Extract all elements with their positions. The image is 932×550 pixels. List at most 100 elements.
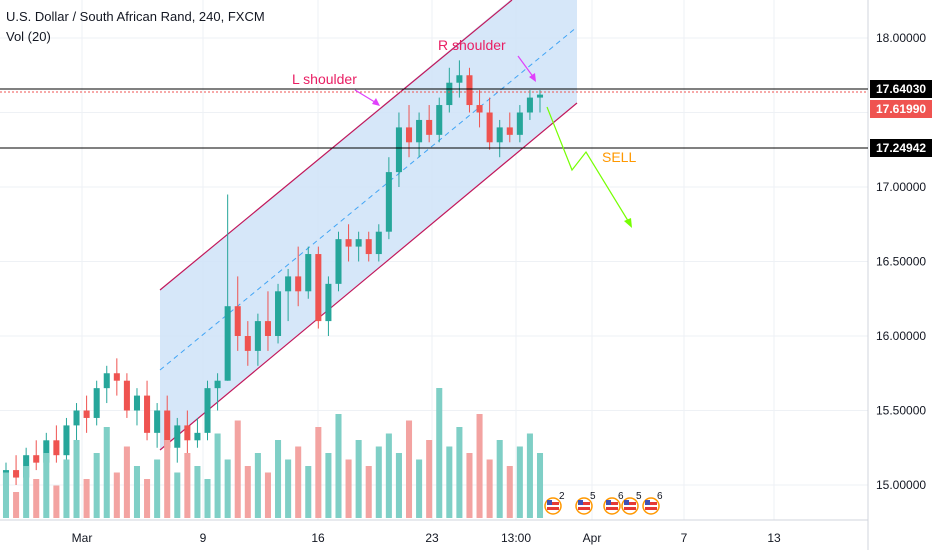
- event-badge-count: 6: [618, 491, 624, 502]
- volume-bar: [63, 459, 70, 518]
- price-label-support: 17.24942: [870, 139, 932, 157]
- flag-stripe: [578, 502, 590, 505]
- volume-bar: [113, 472, 120, 518]
- volume-bar: [295, 446, 302, 518]
- flag-canton: [578, 500, 583, 505]
- candle-body: [506, 127, 513, 135]
- candle-body: [446, 82, 453, 106]
- candle-body: [486, 112, 493, 143]
- r-shoulder-arrow-head: [529, 73, 536, 82]
- candle-body: [33, 455, 40, 463]
- flag-stripe: [645, 502, 657, 505]
- candle-body: [536, 94, 544, 98]
- volume-bar: [83, 479, 90, 518]
- candle-body: [385, 172, 392, 232]
- volume-bar: [123, 446, 130, 518]
- volume-bar: [184, 453, 191, 518]
- volume-bar: [466, 453, 473, 518]
- l-shoulder-label: L shoulder: [292, 71, 357, 87]
- volume-bar: [365, 466, 372, 518]
- volume-bar: [2, 472, 10, 518]
- volume-bar: [264, 472, 271, 518]
- candle-body: [466, 75, 473, 106]
- candle-body: [234, 306, 241, 336]
- volume-bar: [275, 440, 282, 518]
- candle-body: [133, 395, 141, 411]
- volume-bar: [154, 459, 161, 518]
- price-tick-label: 15.00000: [876, 478, 926, 492]
- volume-bar: [33, 479, 40, 518]
- time-tick-label: 7: [681, 531, 688, 545]
- volume-group: [2, 388, 544, 518]
- time-tick-label: 23: [425, 531, 439, 545]
- candle-body: [335, 239, 342, 284]
- volume-bar: [486, 459, 493, 518]
- candle-body: [13, 470, 20, 478]
- price-tick-label: 18.00000: [876, 31, 926, 45]
- candle-body: [63, 425, 70, 456]
- event-badge-count: 6: [657, 491, 663, 502]
- volume-bar: [305, 466, 312, 518]
- candle-body: [305, 254, 312, 292]
- volume-bar: [144, 479, 151, 518]
- event-badge-count: 2: [559, 491, 565, 502]
- flag-canton: [624, 500, 629, 505]
- candle-body: [164, 410, 171, 448]
- volume-bar: [103, 427, 110, 518]
- candle-body: [496, 127, 503, 143]
- price-tick-label: 16.00000: [876, 329, 926, 343]
- candle-body: [315, 254, 322, 322]
- event-badge: 5: [575, 491, 596, 515]
- candle-body: [395, 127, 402, 173]
- candle-body: [174, 425, 181, 448]
- volume-bar: [355, 440, 362, 518]
- r-shoulder-label: R shoulder: [438, 37, 506, 53]
- candle-body: [224, 306, 231, 381]
- volume-bar: [244, 466, 251, 518]
- time-tick-label: 16: [311, 531, 325, 545]
- candle-body: [405, 127, 413, 143]
- event-badge: 6: [603, 491, 624, 515]
- candle-body: [275, 291, 282, 336]
- price-tick-label: 16.50000: [876, 255, 926, 269]
- volume-bar: [345, 459, 352, 518]
- volume-bar: [214, 433, 221, 518]
- candle-body: [375, 231, 382, 255]
- price-tick-label: 15.50000: [876, 404, 926, 418]
- candle-body: [516, 112, 523, 135]
- volume-bar: [426, 440, 433, 518]
- volume-bar: [506, 466, 513, 518]
- candle-body: [144, 395, 151, 433]
- candle-body: [365, 239, 372, 255]
- candle-body: [214, 380, 221, 389]
- channel-fill: [160, 0, 577, 450]
- volume-bar: [254, 453, 261, 518]
- flag-stripe: [578, 507, 590, 510]
- candle-body: [244, 336, 251, 351]
- flag-canton: [547, 500, 552, 505]
- event-badge-count: 5: [636, 491, 642, 502]
- flag-stripe: [624, 502, 636, 505]
- volume-bar: [416, 459, 423, 518]
- candle-body: [325, 283, 332, 322]
- event-badge: 2: [544, 491, 565, 515]
- volume-bar: [476, 414, 483, 518]
- volume-bar: [385, 433, 392, 518]
- time-tick-label: 13: [767, 531, 781, 545]
- indicator-label: Vol (20): [6, 29, 51, 44]
- volume-bar: [204, 479, 211, 518]
- volume-bar: [93, 453, 100, 518]
- volume-bar: [526, 433, 533, 518]
- volume-bar: [456, 427, 463, 518]
- candle-body: [184, 425, 191, 441]
- volume-bar: [13, 492, 20, 518]
- flag-stripe: [606, 507, 618, 510]
- volume-bar: [395, 453, 402, 518]
- flag-canton: [645, 500, 650, 505]
- candle-body: [154, 410, 161, 433]
- volume-bar: [23, 466, 30, 518]
- sell-label: SELL: [602, 149, 636, 165]
- candle-body: [113, 373, 120, 381]
